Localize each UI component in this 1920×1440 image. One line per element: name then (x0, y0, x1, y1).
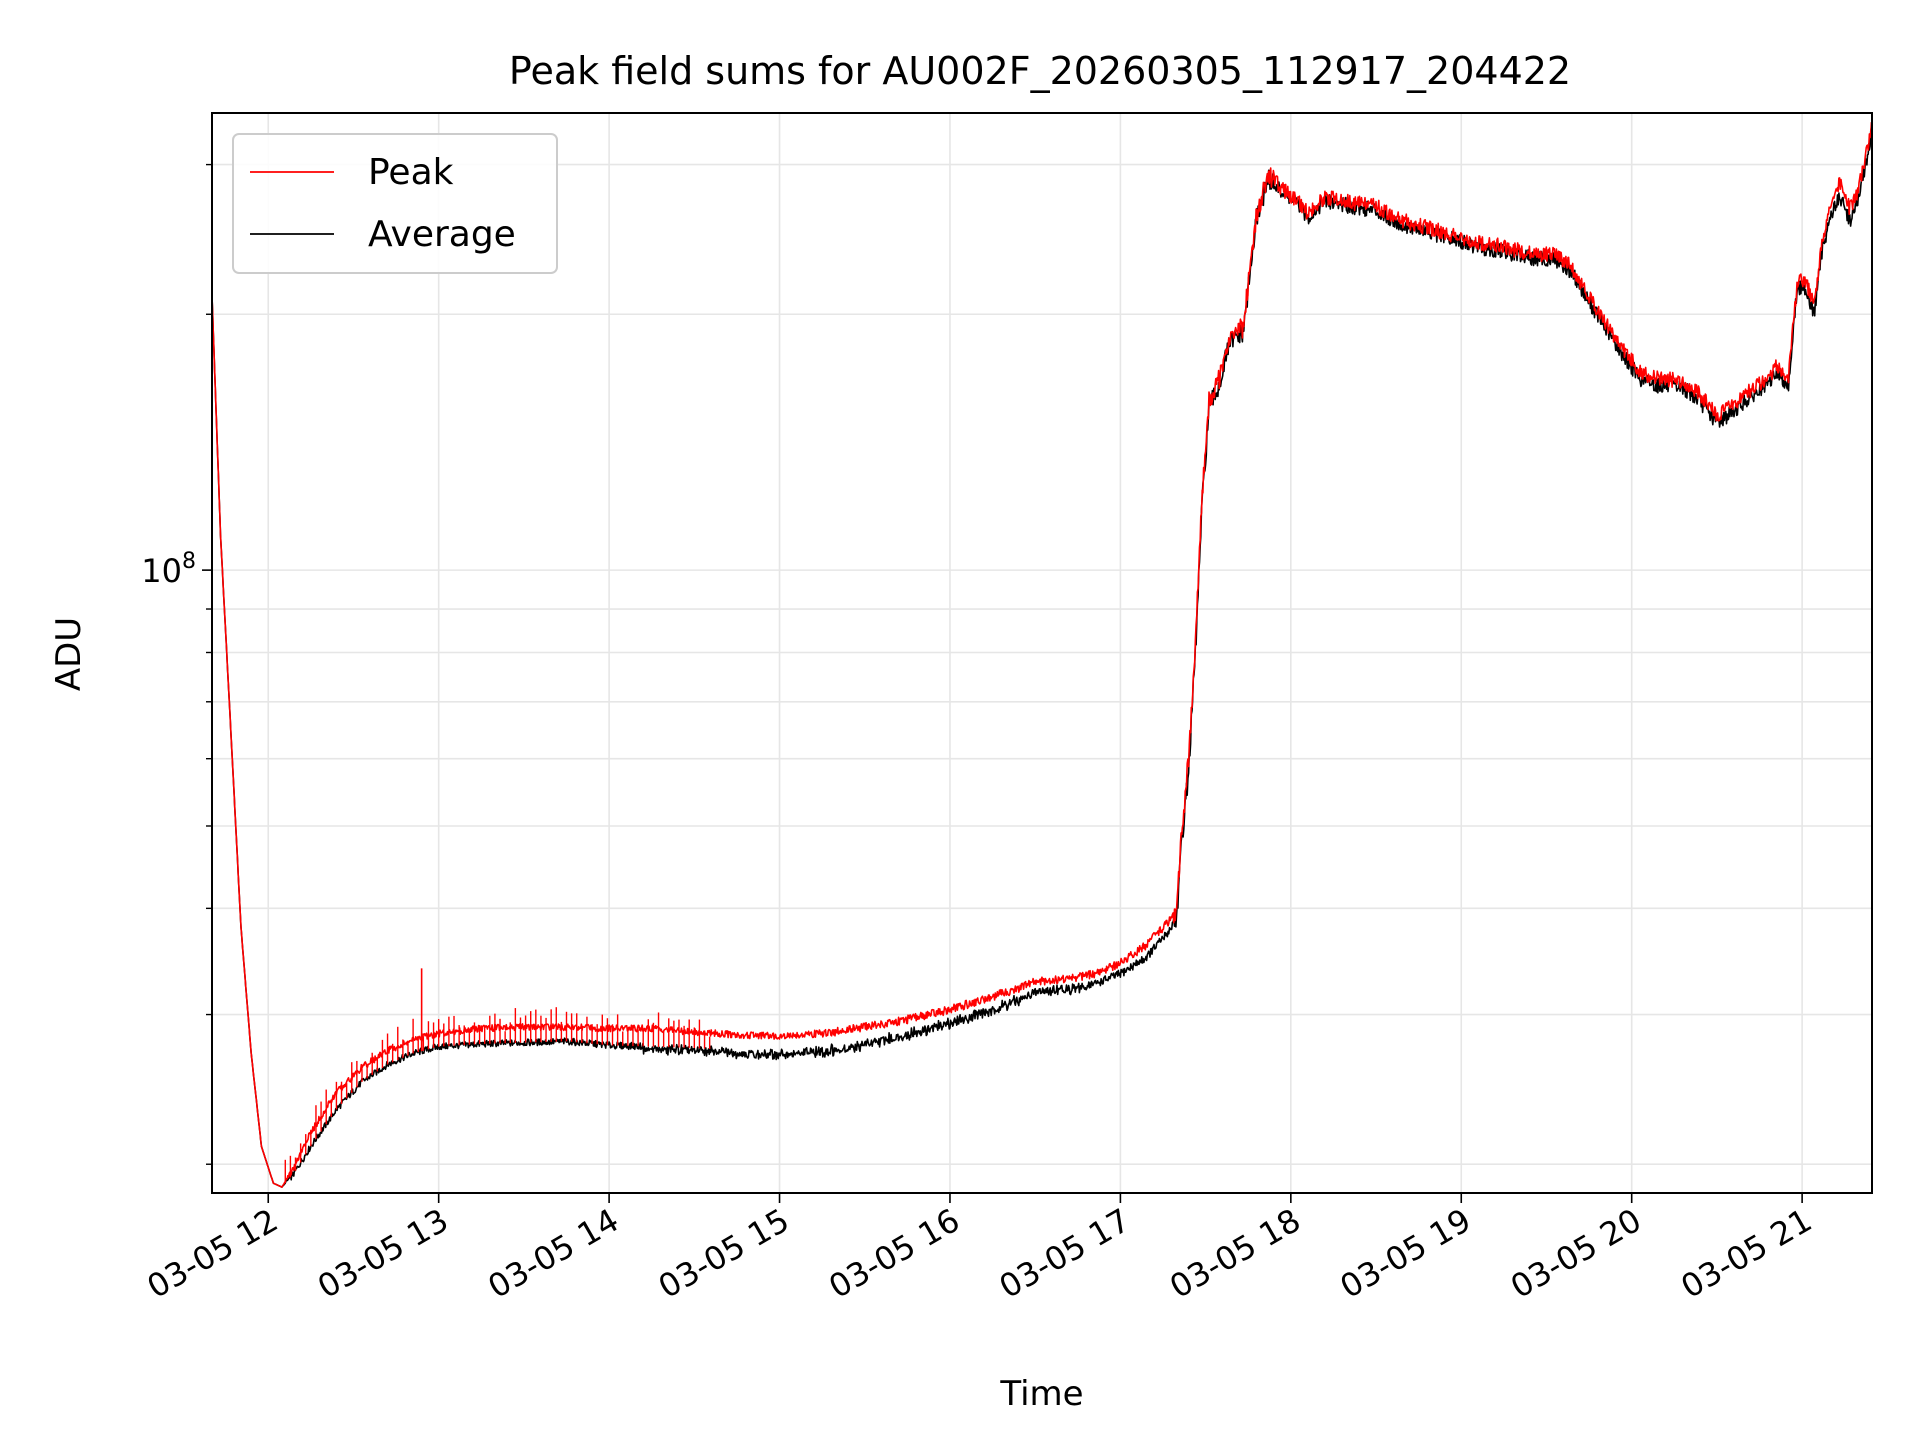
y-tick-label-base: 10 (141, 552, 182, 590)
series-peak-line (211, 121, 1873, 1188)
y-ticks: 108 (141, 163, 212, 1165)
legend-label-peak: Peak (368, 152, 454, 193)
chart-title: Peak field sums for AU002F_20260305_1129… (509, 49, 1571, 93)
y-tick-label: 108 (141, 549, 196, 590)
y-axis-label: ADU (49, 617, 89, 691)
y-tick-label-exponent: 8 (182, 549, 196, 574)
spike-layer (284, 968, 711, 1184)
legend-box (232, 133, 558, 274)
legend-label-average: Average (368, 214, 516, 255)
legend: Peak Average (232, 133, 558, 274)
series-average-line (211, 126, 1873, 1188)
x-axis-label: Time (999, 1374, 1083, 1414)
